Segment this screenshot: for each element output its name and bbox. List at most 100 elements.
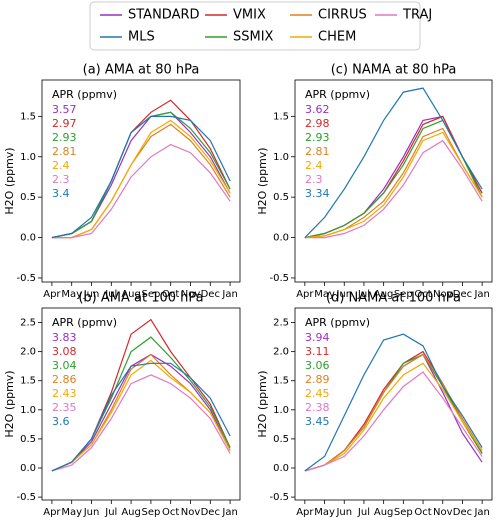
annotation-title: APR (ppmv) — [305, 88, 370, 101]
x-tick-label: Jul — [104, 507, 117, 518]
series-line — [51, 362, 231, 472]
y-tick-label: 0.5 — [273, 192, 289, 203]
y-tick-label: 0.0 — [273, 463, 289, 474]
y-tick-label: 2.0 — [20, 347, 36, 358]
apr-value: 2.98 — [305, 117, 330, 130]
legend-label: STANDARD — [128, 8, 200, 23]
y-tick-label: 0.5 — [20, 192, 36, 203]
y-axis-label: H2O (ppmv) — [3, 147, 16, 214]
x-tick-label: Sep — [141, 289, 160, 300]
apr-value: 3.62 — [305, 103, 330, 116]
x-tick-label: May — [314, 289, 335, 300]
axes-frame — [41, 307, 241, 501]
x-tick-label: Dec — [201, 507, 220, 518]
annotation-title: APR (ppmv) — [52, 88, 117, 101]
series-line — [51, 111, 231, 239]
y-tick-label: 1.0 — [20, 405, 36, 416]
x-tick-label: Jun — [83, 507, 100, 518]
apr-value: 2.81 — [52, 145, 77, 158]
y-tick-label: 1.5 — [273, 111, 289, 122]
x-tick-label: Apr — [296, 507, 314, 518]
series-line — [304, 353, 483, 472]
x-tick-label: Jul — [357, 507, 370, 518]
x-tick-label: Sep — [141, 507, 160, 518]
series-line — [51, 359, 231, 472]
apr-value: 2.4 — [305, 159, 323, 172]
apr-value: 3.45 — [305, 415, 330, 428]
x-tick-label: Aug — [121, 507, 141, 518]
series-line — [51, 111, 231, 239]
apr-value: 2.35 — [52, 401, 77, 414]
series-line — [51, 336, 231, 472]
x-tick-label: Jul — [104, 289, 117, 300]
series-line — [51, 123, 231, 239]
x-tick-label: Apr — [43, 289, 61, 300]
x-tick-label: Aug — [374, 507, 394, 518]
y-tick-label: -0.5 — [16, 273, 36, 284]
legend-label: TRAJ — [402, 8, 432, 23]
apr-value: 3.83 — [52, 331, 77, 344]
y-tick-label: 0.0 — [273, 233, 289, 244]
y-tick-label: 1.5 — [273, 376, 289, 387]
apr-value: 3.08 — [52, 345, 77, 358]
x-tick-label: Jun — [335, 507, 352, 518]
x-tick-label: Aug — [374, 289, 394, 300]
x-tick-label: Dec — [453, 289, 472, 300]
panel-title: (b) AMA at 100 hPa — [78, 291, 203, 306]
apr-value: 2.3 — [305, 173, 323, 186]
x-tick-label: Oct — [162, 289, 179, 300]
apr-value: 2.89 — [305, 373, 330, 386]
x-tick-label: Nov — [433, 507, 453, 518]
x-tick-label: Apr — [296, 289, 314, 300]
y-tick-label: 2.0 — [273, 347, 289, 358]
apr-value: 2.97 — [52, 117, 77, 130]
apr-value: 3.57 — [52, 103, 77, 116]
x-tick-label: Dec — [201, 289, 220, 300]
apr-value: 2.81 — [305, 145, 330, 158]
panel-title: (a) AMA at 80 hPa — [83, 63, 200, 78]
x-tick-label: Jul — [357, 289, 370, 300]
series-line — [304, 362, 483, 472]
y-tick-label: 2.5 — [273, 318, 289, 329]
apr-value: 2.43 — [52, 387, 77, 400]
y-tick-label: 1.0 — [273, 405, 289, 416]
y-axis-label: H2O (ppmv) — [256, 147, 269, 214]
series-line — [304, 333, 483, 472]
legend-label: SSMIX — [233, 30, 274, 45]
x-tick-label: Jun — [335, 289, 352, 300]
apr-value: 2.4 — [52, 159, 70, 172]
series-line — [304, 87, 483, 239]
y-tick-label: 1.0 — [273, 152, 289, 163]
y-tick-label: 0.5 — [273, 434, 289, 445]
series-line — [51, 353, 231, 472]
apr-value: 3.34 — [305, 187, 330, 200]
series-line — [304, 119, 483, 239]
y-tick-label: 0.0 — [20, 463, 36, 474]
apr-value: 3.6 — [52, 415, 70, 428]
apr-value: 2.45 — [305, 387, 330, 400]
y-tick-label: -0.5 — [269, 492, 289, 503]
series-line — [51, 119, 231, 239]
y-tick-label: -0.5 — [16, 492, 36, 503]
apr-value: 2.3 — [52, 173, 70, 186]
apr-value: 3.4 — [52, 187, 70, 200]
series-line — [304, 353, 483, 472]
legend-label: CHEM — [318, 30, 356, 45]
series-line — [51, 374, 231, 472]
apr-value: 3.06 — [305, 359, 330, 372]
y-axis-label: H2O (ppmv) — [256, 370, 269, 437]
series-line — [304, 139, 483, 239]
y-tick-label: 1.0 — [20, 152, 36, 163]
series-line — [51, 318, 231, 472]
x-tick-label: May — [314, 507, 335, 518]
y-tick-label: 1.5 — [20, 376, 36, 387]
x-tick-label: Nov — [181, 507, 201, 518]
apr-value: 2.93 — [52, 131, 77, 144]
y-tick-label: 2.5 — [20, 318, 36, 329]
legend-label: CIRRUS — [318, 8, 367, 23]
x-tick-label: Dec — [453, 507, 472, 518]
apr-value: 2.86 — [52, 373, 77, 386]
x-tick-label: Aug — [121, 289, 141, 300]
x-tick-label: May — [61, 289, 82, 300]
x-tick-label: Jan — [221, 289, 237, 300]
